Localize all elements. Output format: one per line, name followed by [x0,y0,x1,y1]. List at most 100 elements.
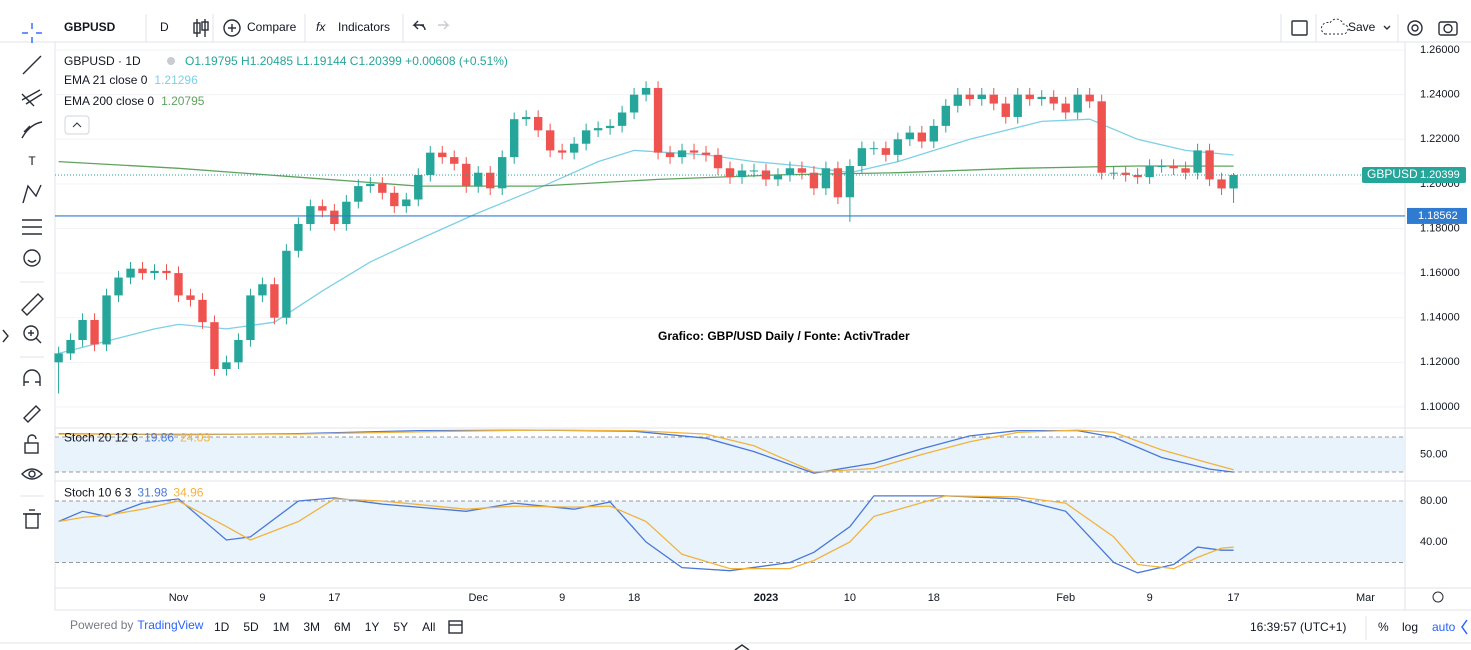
legend-value: 1.21296 [154,73,198,87]
legend-title: GBPUSD · 1D [64,54,141,68]
candle-body [905,132,915,140]
panel-arrow[interactable] [1461,619,1468,635]
compare-button[interactable]: Compare [247,20,297,34]
y-tick-label: 1.18000 [1420,222,1460,234]
lock-tool[interactable] [24,434,39,454]
undo-icon[interactable] [412,20,426,31]
candle-body [162,270,171,274]
candle-body [450,157,459,164]
fx-icon[interactable]: fx [316,20,326,34]
candle-body [641,87,651,95]
candle-body [797,168,807,173]
ruler-tool[interactable] [21,293,44,316]
indicators-button[interactable]: Indicators [338,20,390,34]
candle-body [438,152,447,158]
candle-body [78,319,87,341]
candle-body [174,273,183,296]
range-button[interactable]: 1Y [365,620,380,634]
save-caret[interactable] [1383,25,1391,30]
settings-icon[interactable] [1432,591,1444,603]
range-button[interactable]: All [422,620,435,634]
compare-icon[interactable] [223,19,241,37]
visibility-tool[interactable] [21,468,43,480]
candle-body [258,284,267,296]
candle-body [210,322,219,370]
candle-body [761,170,771,180]
candle-body [318,206,327,211]
auto-toggle[interactable]: auto [1432,620,1456,634]
candle-body [330,210,339,225]
band-fill [55,501,1405,563]
collapse-caret[interactable] [72,122,82,128]
candle-body [342,201,351,225]
snapshot-icon[interactable] [1438,21,1458,36]
candle-body [138,268,147,274]
chart-type-icon[interactable] [193,19,209,37]
range-button[interactable]: 5D [243,620,259,634]
candle-body [282,250,291,318]
range-button[interactable]: 5Y [393,620,408,634]
candle-body [533,116,543,131]
brush-tool[interactable] [21,121,43,139]
legend-value: 24.03 [180,431,210,445]
emoji-tool[interactable] [23,249,41,267]
clock: 16:39:57 (UTC+1) [1250,620,1346,634]
prediction-tool[interactable] [22,219,42,235]
candle-body [869,148,879,150]
candle-body [953,94,962,106]
x-tick-label: Dec [468,592,488,604]
bottom-bar: Powered by TradingView 16:39:57 (UTC+1) … [0,609,1471,650]
trend-line-tool[interactable] [22,55,42,75]
range-button[interactable]: 3M [303,620,320,634]
collapse-legend[interactable] [64,115,90,135]
legend-value: 34.96 [173,486,203,500]
watermark: Grafico: GBP/USD Daily / Fonte: ActivTra… [658,329,910,343]
candle-body [1157,166,1166,168]
y-tick-label: 80.00 [1420,495,1448,507]
candle-body [809,172,819,189]
candle-body [426,152,435,175]
interval[interactable]: D [160,20,169,34]
cloud-icon[interactable] [1320,18,1349,35]
collapse-arrow[interactable] [2,329,9,343]
candle-body [521,116,531,120]
candle-body [1121,172,1130,175]
symbol[interactable]: GBPUSD [64,20,116,34]
pattern-tool[interactable] [22,184,42,204]
text-tool[interactable]: T [28,154,36,168]
brand-link[interactable]: TradingView [137,618,203,632]
candle-body [474,172,483,187]
redo-icon[interactable] [438,20,450,30]
candle-body [1001,103,1010,117]
ohlc-legend: O1.19795 H1.20485 L1.19144 C1.20399 +0.0… [185,54,508,68]
candle-body [234,340,243,363]
log-toggle[interactable]: log [1402,620,1418,634]
stay-drawing-tool[interactable] [23,405,41,423]
range-button[interactable]: 1M [273,620,290,634]
candle-body [545,130,555,151]
range-button[interactable]: 6M [334,620,351,634]
stoch-line [58,495,1234,574]
candle-body [414,174,423,200]
x-tick-label: Nov [169,592,189,604]
candle-body [917,132,927,142]
layout-icon[interactable] [1291,20,1308,36]
crosshair-tool[interactable] [22,23,42,43]
legend-icon[interactable] [167,57,175,65]
y-tick-label: 50.00 [1420,448,1448,460]
candle-body [977,94,986,100]
remove-tool[interactable] [23,509,41,529]
y-tick-label: 1.10000 [1420,401,1460,413]
panel-toggle[interactable] [734,644,750,650]
fib-tool[interactable] [21,89,43,107]
settings-icon[interactable] [1407,20,1423,36]
magnet-tool[interactable] [23,369,41,386]
candle-body [773,174,783,180]
goto-date-icon[interactable] [448,620,463,634]
stoch-line [58,429,1234,473]
save-button[interactable]: Save [1348,20,1376,34]
percent-toggle[interactable]: % [1378,620,1389,634]
range-button[interactable]: 1D [214,620,230,634]
zoom-tool[interactable] [23,325,42,344]
candle-body [713,154,723,169]
